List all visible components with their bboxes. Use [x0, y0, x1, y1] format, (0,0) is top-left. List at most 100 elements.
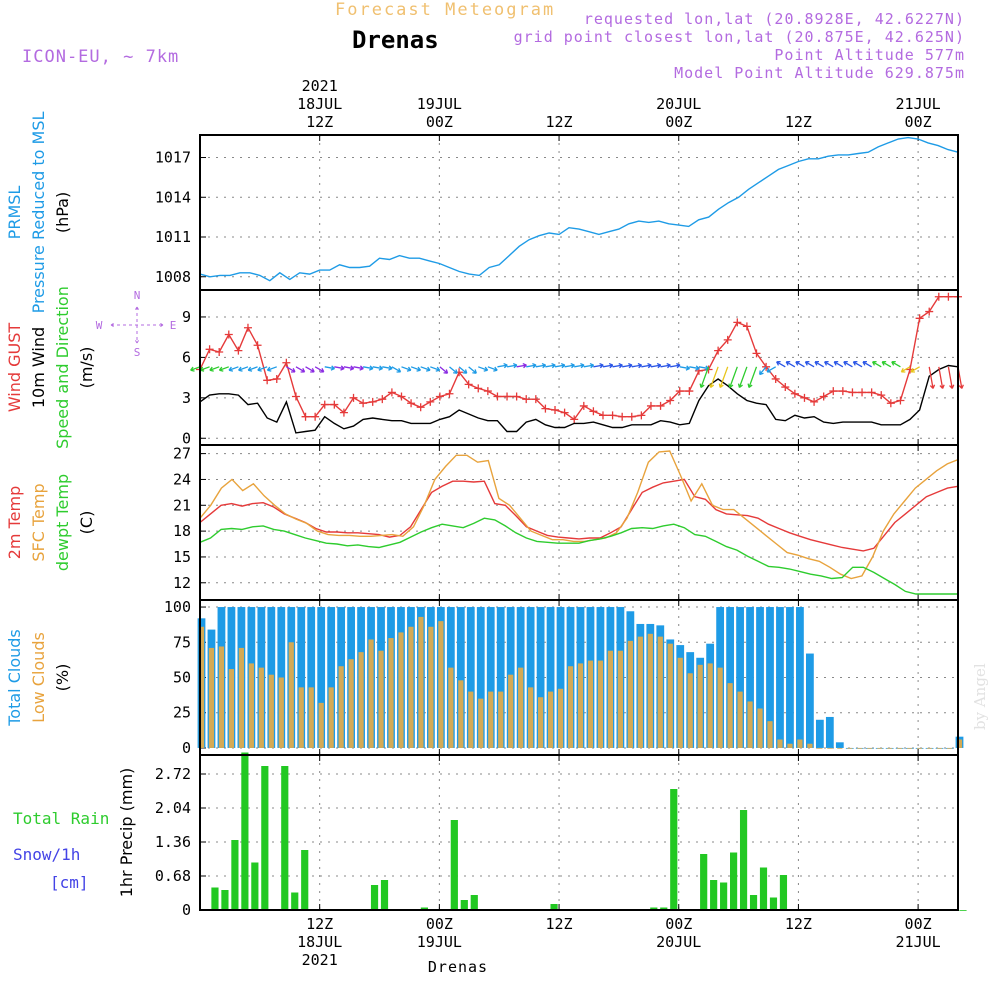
- gust-marker: [445, 389, 454, 398]
- top-tick-label: 12Z: [785, 113, 812, 131]
- gust-marker: [589, 407, 598, 416]
- y-axis-label: Speed and Direction: [53, 286, 72, 449]
- gust-marker: [579, 401, 588, 410]
- wind-arrow: [814, 361, 824, 368]
- clouds-bar: [647, 633, 653, 748]
- clouds-bar: [756, 607, 764, 748]
- clouds-bar: [526, 607, 535, 748]
- y-axis-label: 1hr Precip (mm): [117, 768, 136, 898]
- wind-arrow: [238, 366, 249, 372]
- clouds-bar: [556, 607, 565, 748]
- clouds-bar: [547, 691, 554, 748]
- precip-bar: [739, 810, 748, 910]
- y-tick-label: 100: [164, 598, 191, 616]
- wind-arrow: [759, 366, 767, 376]
- gust-marker: [877, 391, 886, 400]
- y-tick-label: 2.04: [155, 799, 191, 817]
- y-tick-label: 0: [182, 429, 191, 447]
- y-tick-label: 1017: [155, 149, 191, 167]
- wind-arrow: [728, 366, 738, 389]
- bottom-tick-label: 21JUL: [896, 933, 941, 951]
- gust-marker: [426, 397, 435, 406]
- compass-w: W: [96, 319, 103, 332]
- gust-marker: [723, 335, 732, 344]
- gust-marker: [618, 412, 627, 421]
- panel-precip: 0 0.68 1.36 2.04 2.72 1hr Precip (mm) Total Ra…: [13, 752, 967, 919]
- gust-marker: [810, 397, 819, 406]
- clouds-bar: [847, 747, 853, 749]
- wind-arrow: [891, 361, 901, 368]
- wind-arrow: [928, 366, 936, 389]
- clouds-bar: [476, 607, 485, 748]
- wind-arrow: [679, 365, 691, 371]
- y-axis-label: 10m Wind: [29, 327, 48, 408]
- gust-marker: [234, 346, 243, 355]
- gust-marker: [551, 405, 560, 414]
- location-title: Drenas: [352, 26, 439, 54]
- y-axis-label: SFC Temp: [29, 483, 48, 561]
- wind-arrow: [564, 362, 575, 369]
- clouds-bar: [518, 667, 524, 748]
- gust-marker: [666, 396, 675, 405]
- gust-marker: [925, 307, 934, 316]
- clouds-bar: [438, 621, 444, 748]
- gust-marker: [272, 374, 281, 383]
- wind-arrow: [602, 362, 614, 369]
- panel-clouds: 0 25 50 75 100 Total Clouds Low Clouds (%): [5, 598, 964, 757]
- gust-marker: [608, 411, 617, 420]
- top-tick-label: 00Z: [665, 113, 692, 131]
- gust-marker: [224, 330, 233, 339]
- clouds-bar: [677, 657, 683, 748]
- wind-arrow: [247, 366, 258, 372]
- precip-bar: [550, 904, 558, 910]
- clouds-bar: [707, 663, 713, 748]
- clouds-bar: [747, 701, 753, 748]
- precip-bar: [370, 885, 379, 910]
- clouds-bar: [797, 739, 803, 748]
- clouds-bar: [587, 660, 594, 748]
- clouds-bar: [786, 607, 794, 748]
- precip-legend-label: Total Rain: [13, 809, 109, 828]
- clouds-bar: [737, 691, 743, 748]
- y-axis-label: Low Clouds: [29, 632, 48, 723]
- wind-arrow: [833, 361, 844, 368]
- wind-arrow: [353, 365, 364, 371]
- gust-marker: [330, 400, 339, 409]
- wind-arrow: [218, 366, 230, 372]
- y-tick-label: 2.72: [155, 765, 191, 783]
- wind-series-line: [199, 364, 959, 434]
- clouds-bar: [318, 702, 324, 748]
- wind-arrow: [824, 361, 834, 368]
- gust-marker: [742, 322, 751, 331]
- clouds-bar: [825, 716, 834, 748]
- temperature-series-line: [199, 517, 958, 595]
- footer-location: Drenas: [428, 958, 488, 976]
- clouds-bar: [488, 691, 494, 748]
- precip-bar: [759, 867, 768, 910]
- wind-arrow: [583, 362, 595, 369]
- precip-bar: [769, 897, 778, 910]
- gust-marker: [215, 348, 224, 356]
- panels: 1008 1011 1014 1017 PRMSL Pressure Reduced to…: [5, 111, 967, 919]
- wind-arrow: [257, 366, 268, 372]
- gust-marker: [397, 392, 406, 401]
- wind-arrow: [670, 362, 681, 369]
- wind-arrow: [401, 366, 412, 372]
- model-point-altitude: Model Point Altitude 629.875m: [674, 64, 965, 82]
- wind-arrow: [699, 366, 710, 389]
- clouds-bar: [717, 667, 723, 748]
- gust-marker: [522, 395, 531, 404]
- compass-s: S: [134, 346, 141, 359]
- clouds-bar: [218, 646, 225, 748]
- wind-arrow: [410, 366, 422, 372]
- precip-bar: [470, 895, 478, 910]
- clouds-bar: [278, 677, 284, 748]
- wind-arrow: [650, 362, 662, 369]
- wind-arrow: [286, 366, 296, 373]
- clouds-bar: [956, 739, 963, 748]
- gust-marker: [915, 314, 924, 323]
- wind-arrow: [660, 362, 671, 369]
- top-tick-label: 21JUL: [896, 95, 941, 113]
- wind-arrow: [343, 365, 355, 371]
- gust-marker: [464, 380, 473, 389]
